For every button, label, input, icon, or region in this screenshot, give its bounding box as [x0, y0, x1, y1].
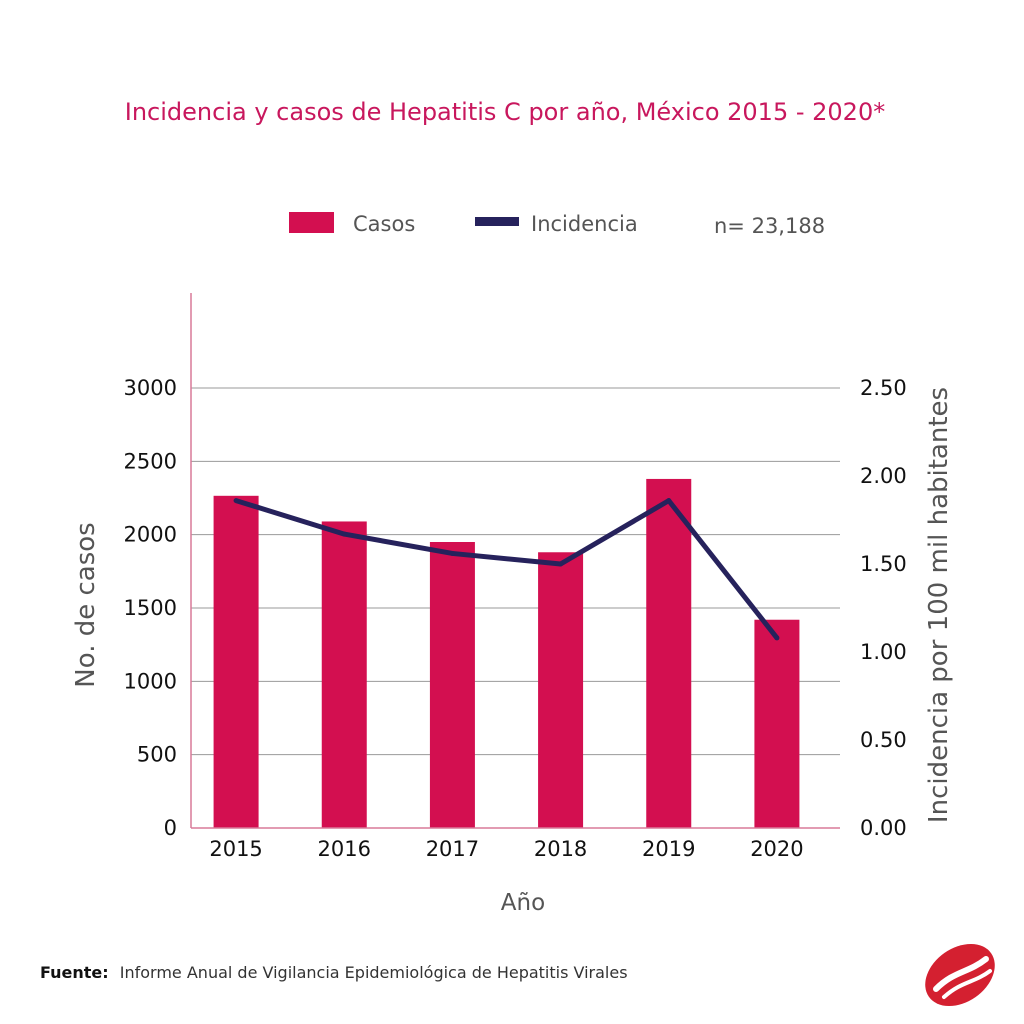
y-tick-left: 1500	[124, 596, 177, 620]
x-axis-ticks: 2015 2016 2017 2018 2019 2020	[209, 837, 803, 861]
y-tick-left: 0	[164, 816, 177, 840]
y-tick-left: 2500	[124, 449, 177, 473]
y-tick-right: 1.50	[860, 552, 907, 576]
legend-label-casos: Casos	[353, 212, 415, 236]
svg-text:Fuente: Informe Anual de: Fuente: Informe Anual de Vigilancia Epid…	[40, 963, 628, 982]
x-tick-2015: 2015	[209, 837, 262, 861]
x-tick-2017: 2017	[426, 837, 479, 861]
y-tick-right: 2.00	[860, 464, 907, 488]
y-tick-left: 3000	[124, 376, 177, 400]
legend: Casos Incidencia n= 23,188	[289, 212, 825, 238]
bar-casos-2016	[321, 521, 367, 828]
x-tick-2018: 2018	[534, 837, 587, 861]
y-tick-right: 1.00	[860, 640, 907, 664]
point-incidencia-2018	[558, 561, 564, 567]
bar-casos-2015	[213, 495, 259, 828]
point-incidencia-2020	[774, 635, 780, 641]
bar-casos-2018	[538, 552, 584, 828]
point-incidencia-2019	[666, 498, 672, 504]
brand-logo-icon	[925, 943, 995, 1007]
legend-swatch-casos	[289, 212, 334, 233]
legend-swatch-incidencia	[475, 217, 519, 226]
y-tick-right: 2.50	[860, 376, 907, 400]
line-incidencia	[235, 498, 779, 640]
y-axis-label-left: No. de casos	[71, 522, 101, 687]
bars	[213, 478, 800, 828]
sample-size-note: n= 23,188	[714, 214, 825, 238]
bar-casos-2020	[754, 619, 800, 828]
chart-title: Incidencia y casos de Hepatitis C por añ…	[125, 98, 885, 126]
y-tick-right: 0.50	[860, 728, 907, 752]
y-tick-left: 500	[137, 743, 177, 767]
x-tick-2019: 2019	[642, 837, 695, 861]
gridlines	[191, 387, 840, 756]
source-note: Fuente: Informe Anual de Vigilancia Epid…	[40, 963, 628, 982]
y-tick-left: 1000	[124, 669, 177, 693]
y-tick-right: 0.00	[860, 816, 907, 840]
x-axis-label: Año	[501, 890, 545, 916]
x-tick-2016: 2016	[318, 837, 371, 861]
source-label: Fuente:	[40, 963, 109, 982]
legend-label-incidencia: Incidencia	[531, 212, 638, 236]
y-tick-left: 2000	[124, 523, 177, 547]
y-axis-label-right: Incidencia por 100 mil habitantes	[924, 387, 954, 823]
bar-casos-2017	[429, 542, 475, 828]
source-text: Informe Anual de Vigilancia Epidemiológi…	[120, 963, 628, 982]
incidence-line	[233, 498, 780, 641]
point-incidencia-2015	[233, 498, 239, 504]
point-incidencia-2016	[341, 531, 347, 537]
x-tick-2020: 2020	[750, 837, 803, 861]
y-axis-ticks-left: 0 500 1000 1500 2000 2500 3000	[124, 376, 177, 840]
point-incidencia-2017	[449, 550, 455, 556]
y-axis-ticks-right: 0.00 0.50 1.00 1.50 2.00 2.50	[860, 376, 907, 840]
bar-casos-2019	[646, 478, 692, 828]
